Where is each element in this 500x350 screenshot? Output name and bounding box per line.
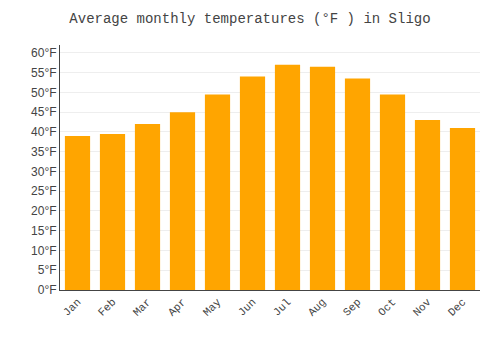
svg-text:Sep: Sep [341,296,363,318]
svg-text:Feb: Feb [96,296,118,318]
svg-text:15°F: 15°F [31,224,56,238]
svg-text:25°F: 25°F [31,184,56,198]
svg-text:50°F: 50°F [31,86,56,100]
svg-text:Nov: Nov [411,296,434,319]
svg-text:55°F: 55°F [31,66,56,80]
svg-text:Apr: Apr [166,296,188,318]
svg-text:Aug: Aug [306,296,328,318]
svg-text:Oct: Oct [376,296,398,318]
svg-text:35°F: 35°F [31,145,56,159]
svg-text:20°F: 20°F [31,204,56,218]
svg-text:Mar: Mar [131,296,153,318]
svg-text:30°F: 30°F [31,165,56,179]
svg-text:10°F: 10°F [31,244,56,258]
svg-text:45°F: 45°F [31,105,56,119]
svg-text:0°F: 0°F [38,283,57,297]
svg-text:Jun: Jun [236,296,258,318]
svg-text:5°F: 5°F [38,263,57,277]
svg-text:Average monthly temperatures (: Average monthly temperatures (°F ) in Sl… [69,11,430,27]
svg-text:Dec: Dec [446,296,468,318]
svg-text:40°F: 40°F [31,125,56,139]
svg-text:Jan: Jan [61,296,83,318]
svg-text:May: May [201,296,224,319]
svg-text:Jul: Jul [271,296,293,318]
svg-text:60°F: 60°F [31,46,56,60]
